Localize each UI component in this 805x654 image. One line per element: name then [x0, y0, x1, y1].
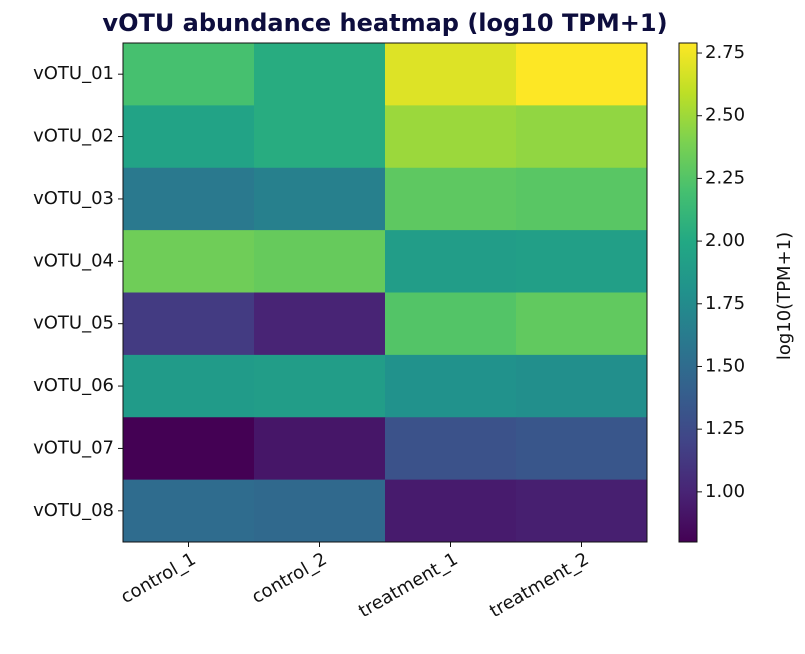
colorbar-tick-label: 1.75: [705, 293, 745, 314]
heatmap-cell: [254, 230, 386, 293]
colorbar-tick-label: 1.25: [705, 418, 745, 439]
heatmap-cell: [123, 417, 255, 481]
heatmap-cell: [123, 354, 255, 418]
colorbar-tick-label: 2.00: [705, 230, 745, 251]
heatmap-cell: [516, 167, 648, 231]
heatmap-cell: [254, 167, 386, 231]
heatmap-cell: [123, 167, 255, 231]
y-tick-label: vOTU_02: [33, 126, 114, 147]
heatmap-cell: [254, 292, 386, 356]
y-tick-label: vOTU_07: [33, 437, 114, 458]
colorbar: [678, 42, 698, 543]
heatmap-cell: [385, 354, 517, 418]
heatmap-cell: [254, 354, 386, 418]
heatmap-cell: [385, 43, 517, 106]
colorbar-label: log10(TPM+1): [774, 232, 795, 360]
x-tick-label: control_1: [117, 548, 199, 608]
heatmap-cell: [123, 479, 255, 543]
colorbar-tick-label: 2.50: [705, 105, 745, 126]
y-tick-label: vOTU_08: [33, 500, 114, 521]
heatmap-cell: [385, 292, 517, 356]
heatmap-cell: [516, 354, 648, 418]
heatmap-cell: [254, 43, 386, 106]
heatmap-cell: [385, 230, 517, 293]
x-tick-label: treatment_2: [486, 548, 592, 622]
heatmap-cell: [123, 230, 255, 293]
y-tick-label: vOTU_04: [33, 250, 114, 271]
heatmap-cell: [516, 479, 648, 543]
heatmap-cell: [123, 292, 255, 356]
x-tick-label: treatment_1: [355, 548, 461, 622]
heatmap-cell: [516, 417, 648, 481]
heatmap-cell: [385, 479, 517, 543]
heatmap-cell: [123, 43, 255, 106]
chart-title: vOTU abundance heatmap (log10 TPM+1): [102, 9, 667, 37]
heatmap-cell: [516, 230, 648, 293]
colorbar-tick-label: 1.50: [705, 355, 745, 376]
y-tick-label: vOTU_05: [33, 313, 114, 334]
colorbar-tick-label: 2.25: [705, 167, 745, 188]
x-tick-label: control_2: [248, 548, 330, 608]
heatmap-cell: [516, 105, 648, 169]
plot-frame: [122, 42, 648, 543]
heatmap-cell: [385, 105, 517, 169]
y-tick-label: vOTU_01: [33, 63, 114, 84]
heatmap-cell: [385, 167, 517, 231]
heatmap-cell: [254, 105, 386, 169]
y-tick-label: vOTU_03: [33, 188, 114, 209]
y-tick-label: vOTU_06: [33, 375, 114, 396]
heatmap-cell: [254, 417, 386, 481]
heatmap-cell: [123, 105, 255, 169]
colorbar-tick-label: 1.00: [705, 481, 745, 502]
colorbar-tick-label: 2.75: [705, 42, 745, 63]
heatmap-cell: [516, 292, 648, 356]
heatmap-cell: [385, 417, 517, 481]
heatmap-cell: [516, 43, 648, 106]
heatmap-cell: [254, 479, 386, 543]
